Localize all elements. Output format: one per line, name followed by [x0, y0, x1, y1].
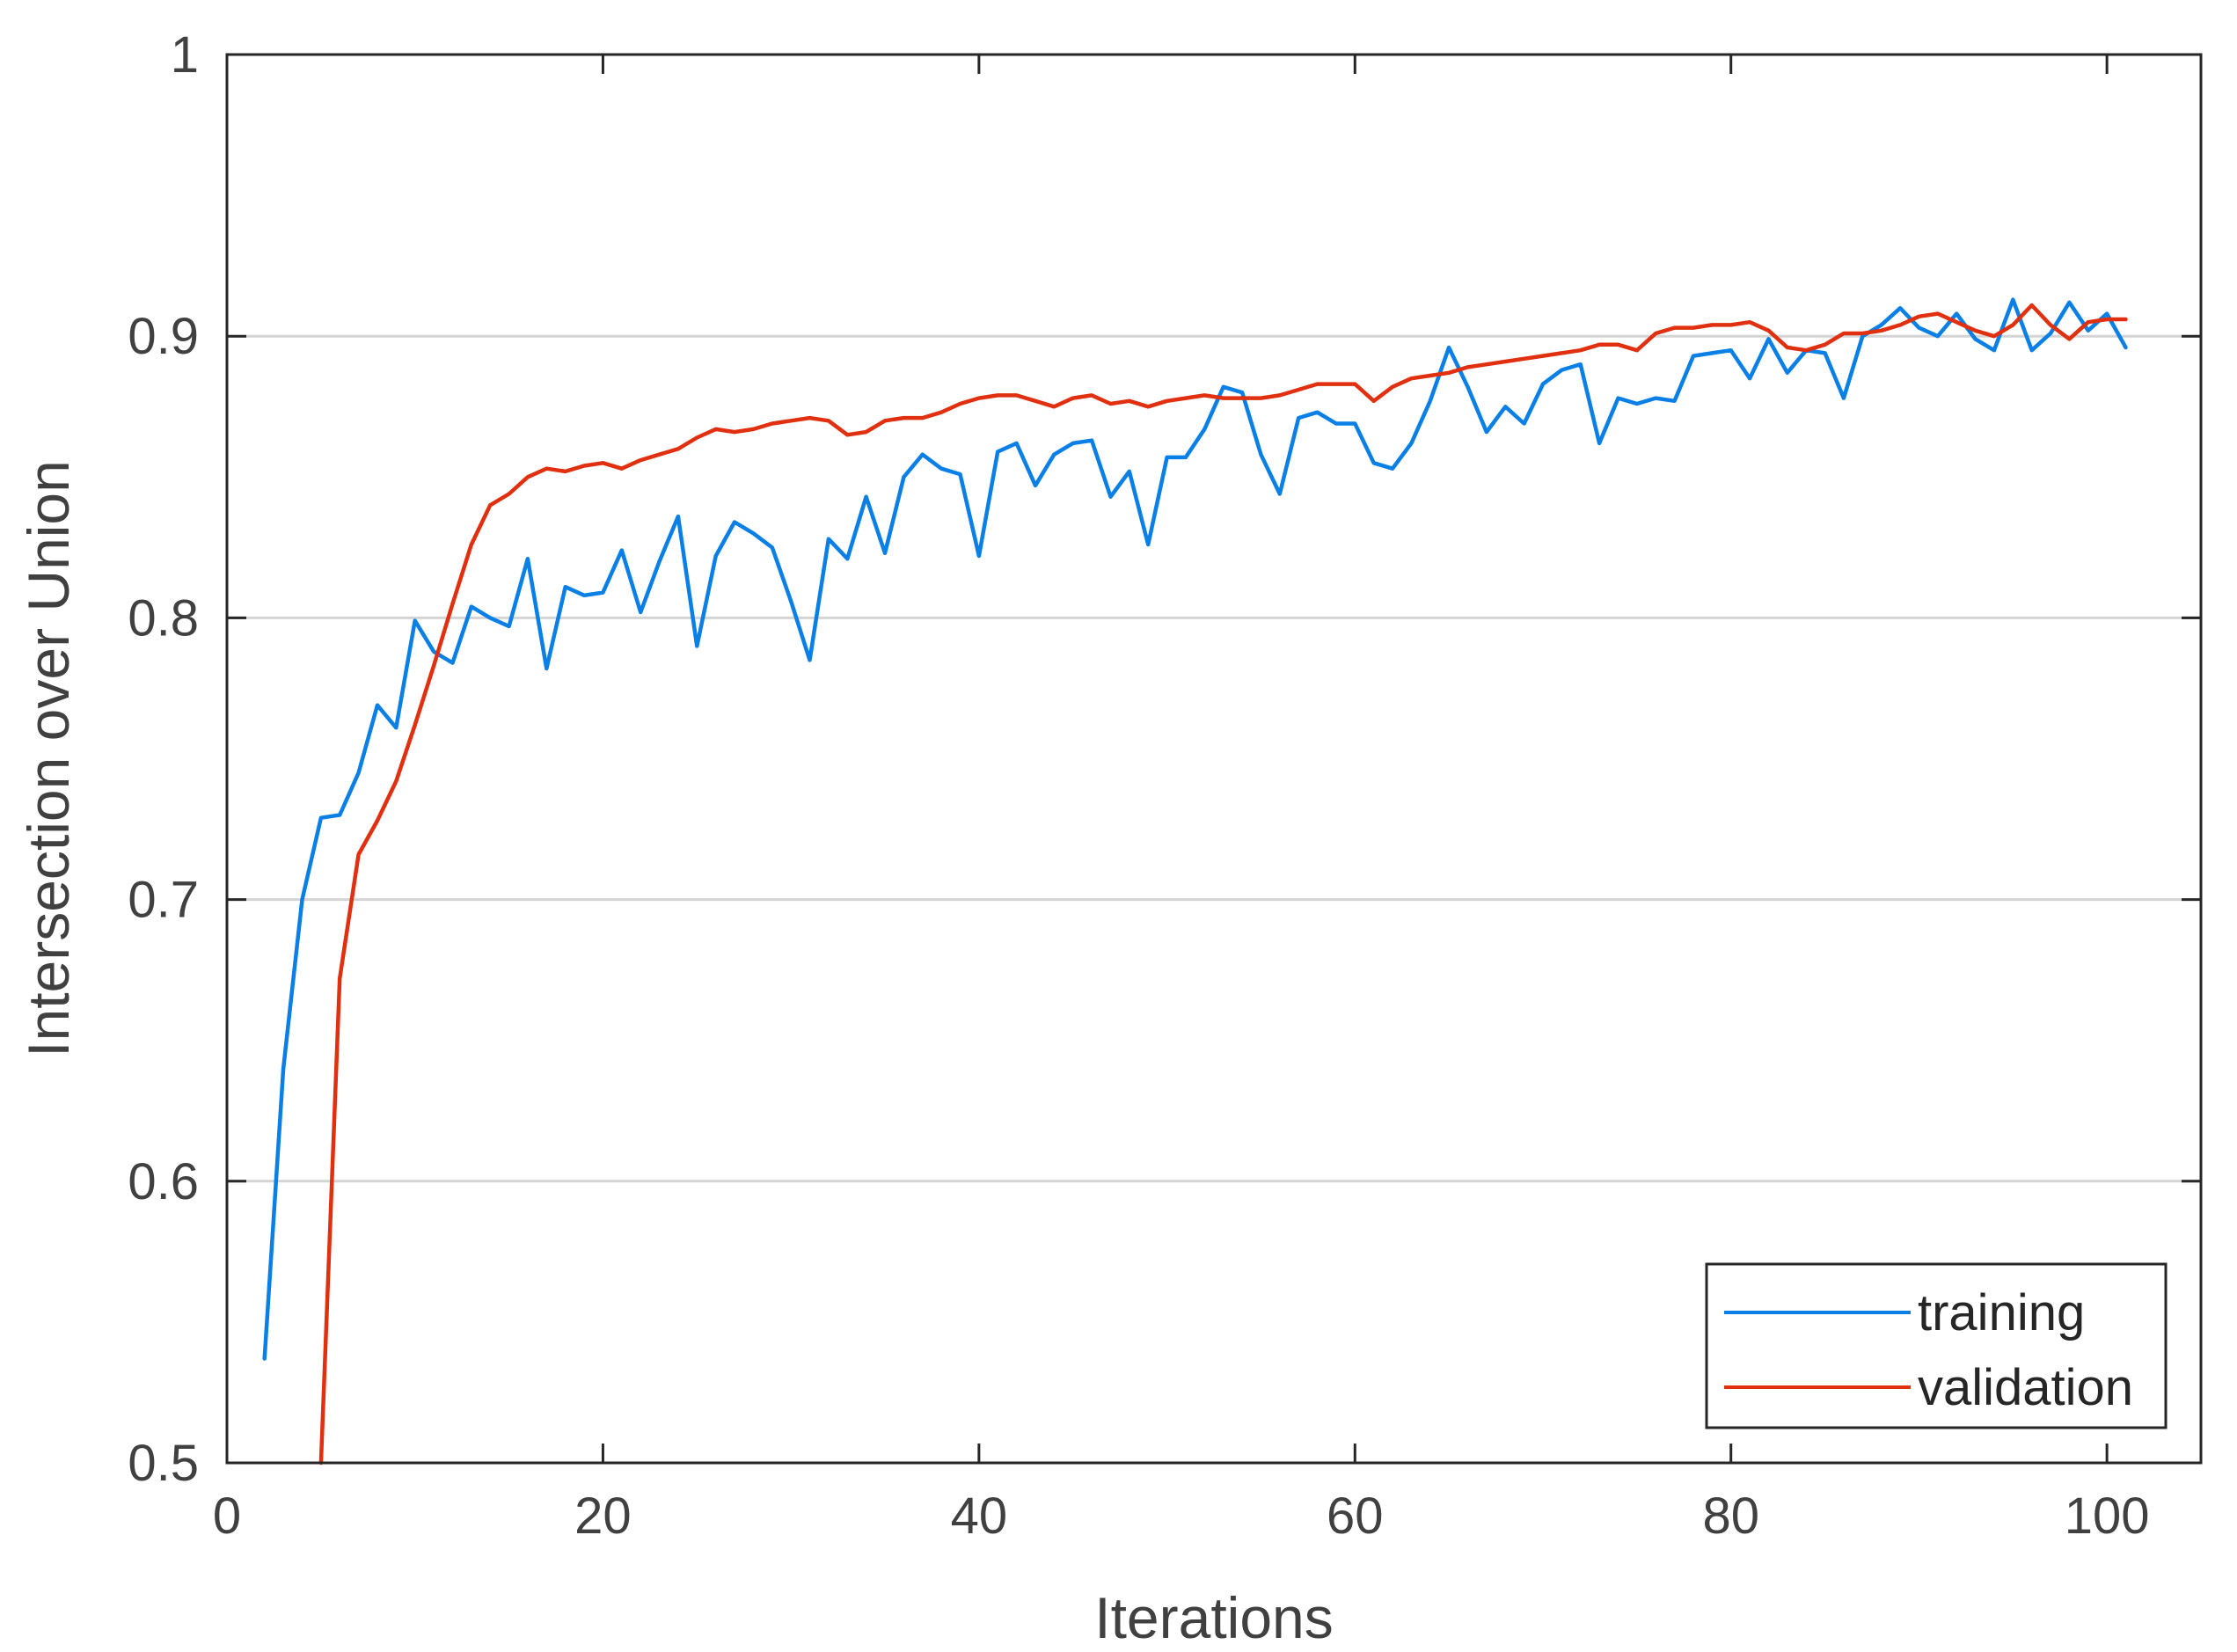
x-tick-label: 0 — [213, 1488, 241, 1545]
x-tick-label: 40 — [951, 1488, 1008, 1545]
series-line-training — [262, 297, 2128, 1361]
axis-ticks — [225, 53, 2201, 1465]
series-line-validation — [318, 303, 2128, 1466]
y-axis-label: Intersection over Union — [16, 460, 81, 1057]
x-axis-label: Iterations — [1094, 1585, 1333, 1650]
legend-label-validation: validation — [1918, 1359, 2133, 1416]
y-tick-label: 0.7 — [128, 872, 199, 929]
x-tick-label: 20 — [574, 1488, 632, 1545]
legend: training validation — [1705, 1262, 2168, 1429]
series-layer — [262, 297, 2128, 1466]
tick-labels: 0.5 0.6 0.7 0.8 0.9 1 0 20 40 60 80 100 — [128, 26, 2149, 1545]
grid-lines — [227, 334, 2201, 1183]
x-tick-label: 100 — [2065, 1488, 2150, 1545]
legend-label-training: training — [1918, 1284, 2085, 1341]
x-tick-label: 80 — [1702, 1488, 1759, 1545]
y-tick-label: 0.8 — [128, 589, 199, 647]
y-tick-label: 1 — [171, 26, 199, 84]
plot-frame — [225, 53, 2203, 1465]
x-tick-label: 60 — [1327, 1488, 1384, 1545]
y-tick-label: 0.6 — [128, 1153, 199, 1210]
legend-box — [1705, 1262, 2168, 1429]
y-tick-label: 0.5 — [128, 1435, 199, 1492]
y-tick-label: 0.9 — [128, 308, 199, 365]
